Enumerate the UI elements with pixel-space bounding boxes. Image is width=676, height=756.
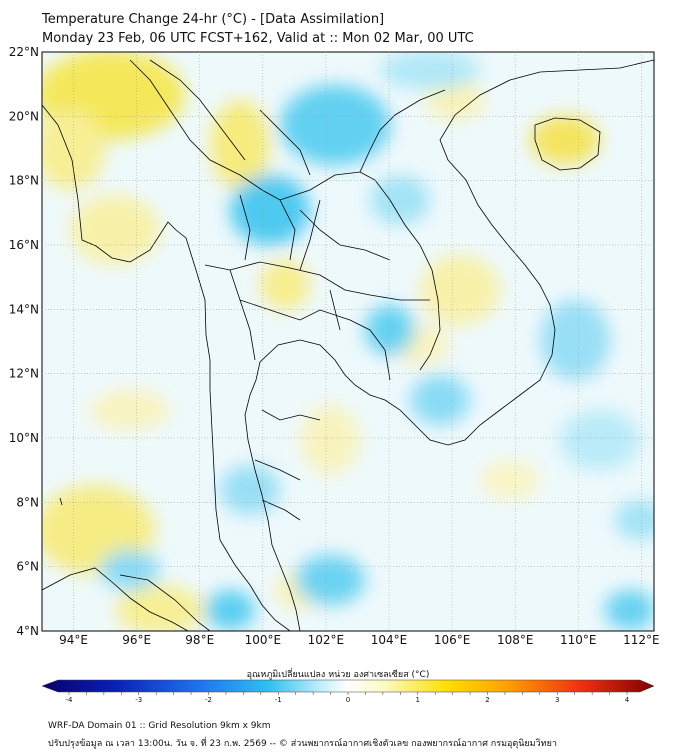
longitude-labels: 94°E 96°E 98°E 100°E 102°E 104°E 106°E 108°E 110…	[59, 633, 660, 647]
colorbar-tick-label: 4	[625, 696, 630, 704]
lon-tick-label: 108°E	[497, 633, 534, 647]
temperature-field	[42, 52, 654, 631]
lon-tick-label: 112°E	[623, 633, 660, 647]
lon-tick-label: 102°E	[308, 633, 345, 647]
map-subtitle: Monday 23 Feb, 06 UTC FCST+162, Valid at…	[42, 31, 474, 46]
gridlines	[42, 52, 654, 631]
latitude-labels: 22°N 20°N 18°N 16°N 14°N 12°N 10°N 8°N 6°N 4°N	[9, 45, 39, 638]
lon-tick-label: 106°E	[434, 633, 471, 647]
footer-update-info: ปรับปรุงข้อมูล ณ เวลา 13:00น. วัน จ. ที่…	[48, 739, 557, 749]
colorbar-tick-label: 2	[485, 696, 489, 704]
lat-tick-label: 10°N	[9, 431, 39, 445]
lon-tick-label: 100°E	[245, 633, 282, 647]
lon-tick-label: 104°E	[371, 633, 408, 647]
colorbar-tick-label: -2	[205, 696, 212, 704]
lat-tick-label: 16°N	[9, 238, 39, 252]
lat-tick-label: 4°N	[16, 624, 39, 638]
colorbar-tick-label: -3	[135, 696, 142, 704]
colorbar-tick-label: -1	[275, 696, 282, 704]
lat-tick-label: 18°N	[9, 174, 39, 188]
lat-tick-label: 12°N	[9, 367, 39, 381]
lat-tick-label: 6°N	[16, 560, 39, 574]
lon-tick-label: 96°E	[122, 633, 151, 647]
colorbar-ticks: -4 -3 -2 -1 0 1 2 3 4	[66, 692, 630, 704]
colorbar-label: อุณหภูมิเปลี่ยนแปลง หน่วย องศาเซลเซียส (…	[246, 670, 430, 680]
lat-tick-label: 20°N	[9, 109, 39, 123]
map-frame	[41, 51, 655, 632]
coastlines	[42, 59, 654, 631]
lat-tick-label: 8°N	[16, 495, 39, 509]
colorbar-tick-label: 1	[416, 696, 420, 704]
footer-model-info: WRF-DA Domain 01 :: Grid Resolution 9km …	[48, 721, 271, 731]
lon-tick-label: 110°E	[560, 633, 597, 647]
colorbar-tick-label: 3	[555, 696, 559, 704]
colorbar-tick-label: 0	[346, 696, 350, 704]
lat-tick-label: 22°N	[9, 45, 39, 59]
colorbar: -4 -3 -2 -1 0 1 2 3 4	[41, 679, 655, 704]
lon-tick-label: 98°E	[185, 633, 214, 647]
lon-tick-label: 94°E	[59, 633, 88, 647]
map-title: Temperature Change 24-hr (°C) - [Data As…	[42, 12, 385, 27]
colorbar-tick-label: -4	[66, 696, 74, 704]
lat-tick-label: 14°N	[9, 302, 39, 316]
